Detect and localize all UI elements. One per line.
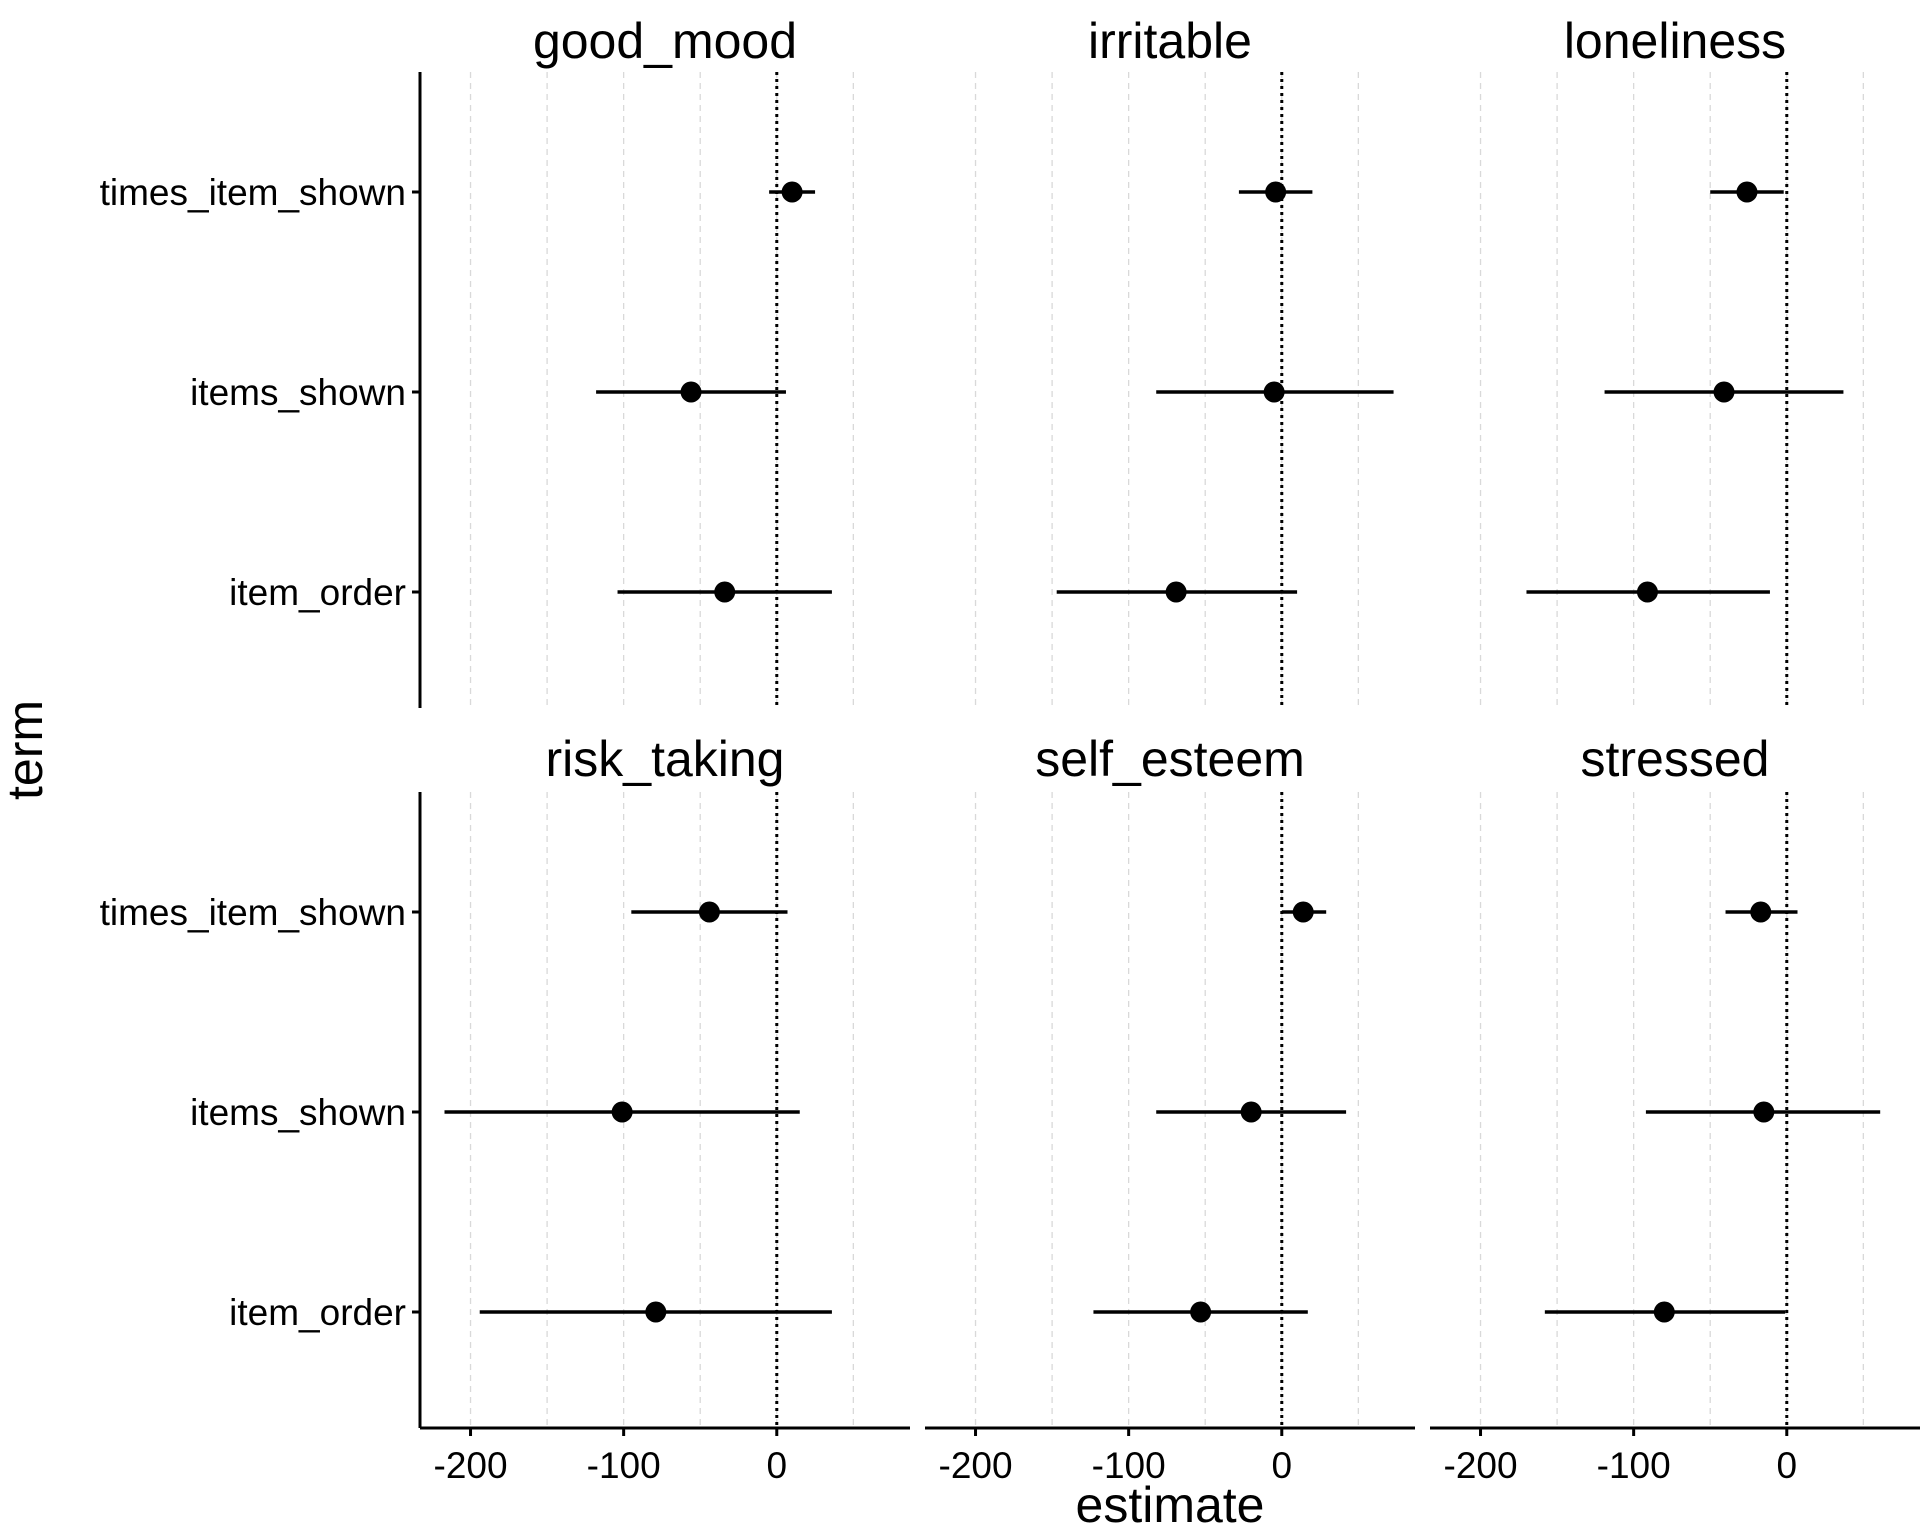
facet-title: good_mood [533, 13, 797, 69]
grid-layer [469, 72, 1864, 1428]
estimate-point [1190, 1301, 1212, 1323]
x-tick-label: 0 [1776, 1445, 1797, 1486]
facet-title: loneliness [1564, 13, 1786, 69]
y-tick-label: item_order [229, 1292, 406, 1333]
facet-title: risk_taking [546, 731, 785, 787]
estimate-point [1736, 181, 1758, 203]
estimate-point [1713, 381, 1735, 403]
x-tick-label: -200 [1444, 1445, 1518, 1486]
facet-title: stressed [1581, 731, 1770, 787]
facet-title: irritable [1088, 13, 1252, 69]
y-tick-label: item_order [229, 572, 406, 613]
y-tick-label: times_item_shown [100, 172, 406, 213]
estimate-point [1263, 381, 1285, 403]
marks-layer [444, 181, 1881, 1323]
estimate-point [1636, 581, 1658, 603]
labels-layer: good_moodtimes_item_shownitems_shownitem… [100, 13, 1797, 1486]
x-tick-label: -100 [1597, 1445, 1671, 1486]
x-tick-label: -100 [1092, 1445, 1166, 1486]
y-axis-title: term [0, 700, 53, 800]
estimate-point [1753, 1101, 1775, 1123]
x-tick-label: 0 [766, 1445, 787, 1486]
estimate-point [1165, 581, 1187, 603]
facet-title: self_esteem [1035, 731, 1305, 787]
estimate-point [1292, 901, 1314, 923]
axis-layer [412, 72, 1920, 1436]
x-tick-label: -100 [587, 1445, 661, 1486]
x-tick-label: 0 [1271, 1445, 1292, 1486]
estimate-point [781, 181, 803, 203]
estimate-point [680, 381, 702, 403]
y-tick-label: times_item_shown [100, 892, 406, 933]
x-tick-label: -200 [939, 1445, 1013, 1486]
estimate-point [698, 901, 720, 923]
estimate-point [1750, 901, 1772, 923]
estimate-point [1265, 181, 1287, 203]
x-tick-label: -200 [434, 1445, 508, 1486]
estimate-point [645, 1301, 667, 1323]
y-tick-label: items_shown [190, 372, 406, 413]
y-tick-label: items_shown [190, 1092, 406, 1133]
estimate-point [611, 1101, 633, 1123]
x-axis-title: estimate [1076, 1477, 1265, 1533]
estimate-point [1240, 1101, 1262, 1123]
estimate-point [714, 581, 736, 603]
estimate-point [1653, 1301, 1675, 1323]
